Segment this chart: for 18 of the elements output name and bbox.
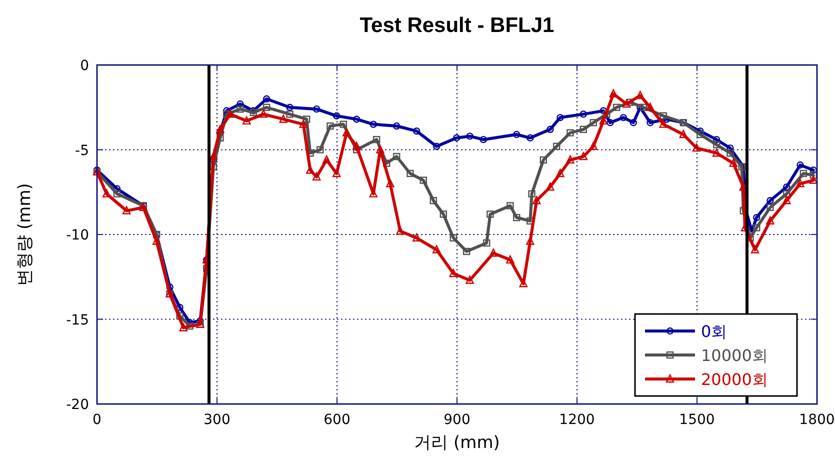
x-tick-label: 0 [92,412,102,428]
y-tick-label: -10 [66,228,89,244]
y-axis-title: 변형량 (mm) [15,183,35,286]
x-tick-label: 300 [204,412,230,428]
y-tick-label: -20 [66,397,89,413]
x-tick-label: 900 [444,412,470,428]
y-tick-label: -15 [66,312,89,328]
legend-label: 10000회 [701,346,768,365]
x-axis-title: 거리 (mm) [414,433,500,453]
legend-label: 0회 [701,322,728,341]
x-tick-label: 600 [324,412,350,428]
x-tick-label: 1500 [679,412,715,428]
y-tick-label: -5 [75,142,89,159]
legend-label: 20000회 [701,370,768,389]
y-tick-label: 0 [80,58,89,74]
x-tick-label: 1200 [559,412,595,428]
chart-title: Test Result - BFLJ1 [360,14,555,37]
x-tick-label: 1800 [799,412,835,428]
